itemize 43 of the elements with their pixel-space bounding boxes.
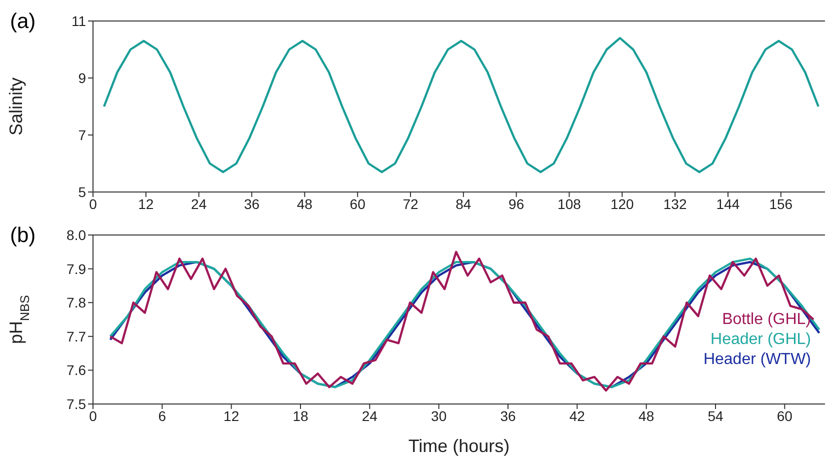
y-tick-label: 5 xyxy=(78,184,86,200)
x-tick-label: 24 xyxy=(191,196,207,212)
x-tick-label: 0 xyxy=(89,408,98,424)
text: (b) xyxy=(10,224,36,248)
y-tick-label: 7 xyxy=(78,126,86,143)
x-tick-label: 18 xyxy=(292,408,308,424)
x-tick-label: 30 xyxy=(431,408,447,424)
x-tick-label: 12 xyxy=(224,408,240,424)
x-tick-label: 144 xyxy=(716,196,740,212)
x-tick-label: 54 xyxy=(708,408,724,424)
y-tick-label: 7.5 xyxy=(66,396,86,412)
text: (a) xyxy=(10,10,36,34)
x-tick-label: 96 xyxy=(508,196,524,212)
y-tick-label: 7.8 xyxy=(66,294,86,311)
x-tick-label: 6 xyxy=(158,408,166,424)
x-tick-label: 72 xyxy=(402,196,418,212)
x-tick-label: 36 xyxy=(500,408,516,424)
x-tick-label: 108 xyxy=(558,196,582,212)
y-tick-label: 8.0 xyxy=(66,226,86,243)
x-tick-label: 48 xyxy=(638,408,654,424)
x-axis-title: Time (hours) xyxy=(407,435,511,458)
series-label: Header (WTW) xyxy=(703,350,811,370)
line-series xyxy=(102,37,820,174)
x-tick-label: 84 xyxy=(456,196,472,212)
y-tick-label: 9 xyxy=(78,70,86,86)
y-tick-label: 7.9 xyxy=(66,260,86,277)
series-label: Bottle (GHL) xyxy=(721,310,811,330)
x-tick-label: 120 xyxy=(610,196,634,212)
x-tick-label: 12 xyxy=(138,196,154,212)
x-tick-label: 0 xyxy=(89,196,98,212)
y-axis-title: Salinity xyxy=(6,77,26,136)
x-tick-label: 24 xyxy=(362,408,378,424)
y-tick-label: 11 xyxy=(71,12,86,29)
y-tick-label: 7.6 xyxy=(66,362,86,378)
x-tick-label: 60 xyxy=(776,408,793,424)
x-tick-label: 156 xyxy=(769,196,793,212)
y-tick-label: 7.7 xyxy=(66,328,86,344)
x-tick-label: 60 xyxy=(350,196,366,212)
x-tick-label: 42 xyxy=(569,408,586,424)
x-tick-label: 36 xyxy=(244,196,260,212)
x-tick-label: 132 xyxy=(663,196,687,212)
x-tick-label: 48 xyxy=(296,196,313,212)
series-label: Header (GHL) xyxy=(710,330,811,350)
